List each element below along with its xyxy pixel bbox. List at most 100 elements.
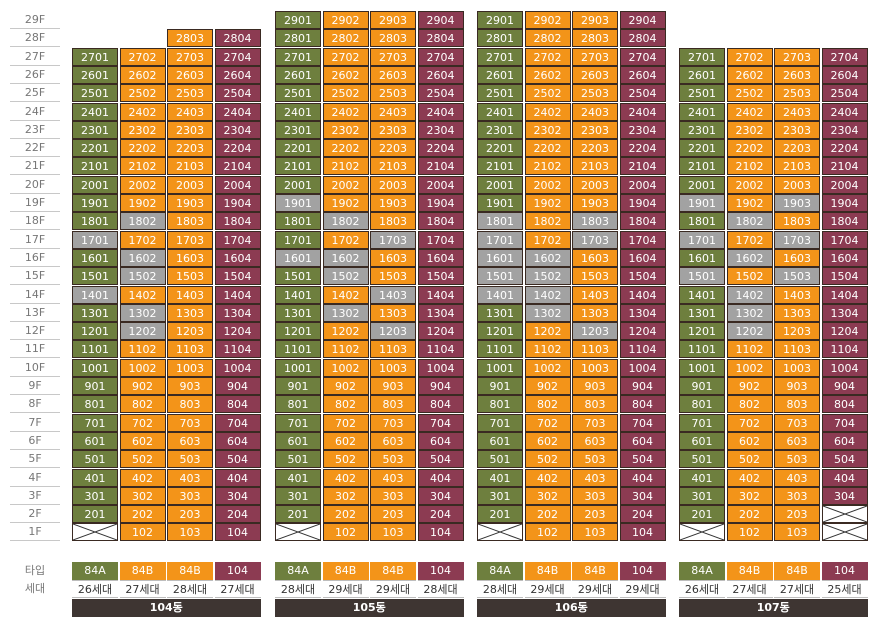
- unit-cell: 604: [214, 431, 261, 450]
- unit-cell: 403: [774, 468, 820, 487]
- unit-cell: 202: [119, 505, 166, 524]
- unit-cell: 401: [275, 468, 321, 487]
- unit-cell: 1003: [572, 358, 618, 377]
- unit-cell: 2004: [417, 175, 464, 194]
- unit-cell: 703: [167, 413, 213, 432]
- unit-cell: 904: [214, 377, 261, 395]
- unit-cell: 603: [167, 431, 213, 450]
- unit-cell: 1001: [477, 358, 523, 377]
- unit-cell: 1101: [477, 340, 523, 359]
- unit-cell: 1301: [477, 303, 523, 322]
- unit-cell: 1503: [774, 267, 820, 286]
- unit-cell: 1103: [167, 340, 213, 359]
- unit-cell: 102: [726, 523, 773, 542]
- building-name-label: 106동: [477, 599, 666, 617]
- unit-cell: 301: [275, 486, 321, 505]
- unit-cell: 404: [214, 468, 261, 487]
- unit-cell: 1703: [167, 230, 213, 249]
- unit-cell: 1701: [477, 230, 523, 249]
- floor-label: 18F: [10, 212, 60, 231]
- unit-cell: 404: [619, 468, 666, 487]
- type-cell: 84A: [477, 562, 523, 580]
- unit-cell: 2403: [370, 102, 416, 121]
- unit-cell: 2101: [275, 157, 321, 176]
- unit-cell: 1103: [572, 340, 618, 359]
- floor-label: 13F: [10, 304, 60, 322]
- unit-cell: 703: [774, 413, 820, 432]
- unit-cell: 903: [774, 377, 820, 395]
- unit-cell: 1503: [572, 267, 618, 286]
- unit-cell: 1101: [275, 340, 321, 359]
- unit-cell: 1803: [774, 212, 820, 231]
- type-row-label: 타입: [24, 564, 46, 577]
- unit-cell: 1501: [679, 267, 725, 286]
- unit-cell: 1501: [477, 267, 523, 286]
- unit-cell: 2103: [167, 157, 213, 176]
- unit-cell: 702: [322, 413, 369, 432]
- unit-cell: 2703: [572, 47, 618, 66]
- unit-cell: 901: [275, 377, 321, 395]
- unit-cell: 2002: [524, 175, 571, 194]
- unit-cell: 1902: [119, 194, 166, 212]
- unit-cell: 704: [214, 413, 261, 432]
- unit-cell: 2301: [679, 120, 725, 139]
- unit-cell: 501: [477, 450, 523, 469]
- units-row-label: 세대: [24, 582, 46, 595]
- unit-cell: 2001: [679, 175, 725, 194]
- unit-cell: 902: [726, 377, 773, 395]
- unit-cell: 1103: [774, 340, 820, 359]
- unit-cell: 1203: [572, 322, 618, 341]
- unit-cell: 803: [370, 395, 416, 414]
- unit-cell: 1304: [821, 303, 868, 322]
- floor-label: 7F: [10, 414, 60, 432]
- unit-cell: 1201: [477, 322, 523, 341]
- unit-cell: 2304: [417, 120, 464, 139]
- unit-cell: 104: [619, 523, 666, 542]
- unit-cell: 601: [72, 431, 118, 450]
- unit-cell: 2504: [821, 84, 868, 103]
- unit-cell: 1302: [322, 303, 369, 322]
- unit-cell: 2302: [119, 120, 166, 139]
- type-cell: 84A: [679, 562, 725, 580]
- unit-cell: 901: [477, 377, 523, 395]
- type-cell: 84B: [322, 562, 369, 580]
- unit-cell: 2403: [774, 102, 820, 121]
- unit-cell: 1702: [322, 230, 369, 249]
- unit-cell: 1801: [72, 212, 118, 231]
- unit-cell: 1401: [275, 285, 321, 304]
- unit-cell: 1503: [167, 267, 213, 286]
- unit-cell: 302: [119, 486, 166, 505]
- unit-cell: 1504: [214, 267, 261, 286]
- unit-cell: 803: [572, 395, 618, 414]
- type-cell: 104: [619, 562, 666, 580]
- unit-cell: 2503: [572, 84, 618, 103]
- unit-cell: 2204: [214, 139, 261, 158]
- unit-cell: 1802: [726, 212, 773, 231]
- unit-cell: 1102: [322, 340, 369, 359]
- unit-cell: 1302: [726, 303, 773, 322]
- unit-cell: 1004: [417, 358, 464, 377]
- unit-cell: 1501: [72, 267, 118, 286]
- floor-label: 8F: [10, 395, 60, 414]
- unit-cell: 701: [477, 413, 523, 432]
- building-name-label: 104동: [72, 599, 261, 617]
- unit-cell: 2102: [322, 157, 369, 176]
- unit-cell: 902: [322, 377, 369, 395]
- unit-cell: 2104: [417, 157, 464, 176]
- unit-cell: 202: [322, 505, 369, 524]
- unit-cell: 2103: [774, 157, 820, 176]
- floor-label: 9F: [10, 377, 60, 395]
- unit-cell: 2002: [119, 175, 166, 194]
- unit-cell: 2804: [417, 29, 464, 48]
- unit-cell: 602: [726, 431, 773, 450]
- unit-cell: 2103: [370, 157, 416, 176]
- unit-cell: 1003: [774, 358, 820, 377]
- unit-cell: 1102: [524, 340, 571, 359]
- unit-cell: 2004: [821, 175, 868, 194]
- unit-cell: 2702: [726, 47, 773, 66]
- unit-cell: 2603: [774, 65, 820, 84]
- unit-cell: 1303: [167, 303, 213, 322]
- unit-cell: 2302: [726, 120, 773, 139]
- unit-cell: 2501: [679, 84, 725, 103]
- unit-cell: 1102: [726, 340, 773, 359]
